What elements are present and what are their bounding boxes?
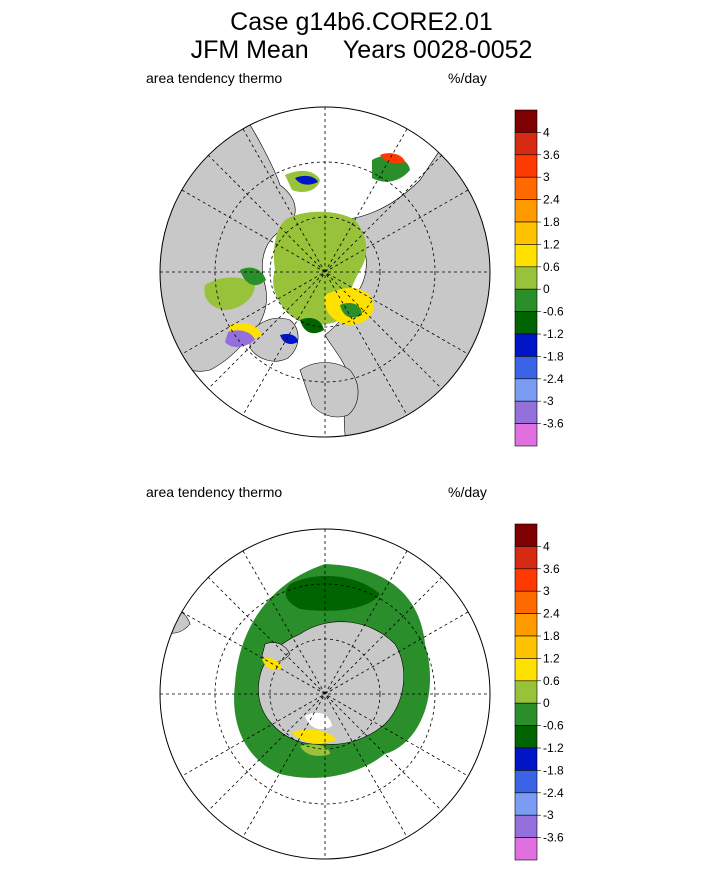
- colorbar-tick-label: 4: [543, 539, 550, 553]
- south-variable-label: area tendency thermo: [146, 484, 283, 500]
- colorbar-swatch: [514, 266, 538, 290]
- colorbar-swatch: [514, 747, 538, 771]
- colorbar-swatch: [514, 837, 538, 861]
- colorbar-swatch: [514, 378, 538, 402]
- colorbar-tick-label: -1.2: [543, 327, 564, 341]
- colorbar-tick-label: 3.6: [543, 562, 560, 576]
- colorbar-swatch: [514, 400, 538, 424]
- north-field-barents-green: [340, 303, 362, 318]
- colorbar-swatch: [514, 523, 538, 547]
- north-gridlines: [160, 107, 490, 437]
- north-field-okhotsk-edge: [380, 153, 405, 164]
- colorbar-tick-label: 3.6: [543, 148, 560, 162]
- south-field-weddell: [285, 575, 380, 611]
- colorbar-tick-label: -1.2: [543, 741, 564, 755]
- colorbar-tick-label: 1.2: [543, 237, 560, 251]
- chart-subtitle: JFM Mean Years 0028-0052: [190, 36, 533, 64]
- colorbar-tick-label: -3: [543, 808, 554, 822]
- colorbar-tick-label: -1.8: [543, 349, 564, 363]
- south-field-ross-light: [300, 744, 330, 756]
- colorbar-tick-label: -3.6: [543, 417, 564, 431]
- colorbar-swatch: [514, 702, 538, 726]
- colorbar-swatch: [514, 221, 538, 245]
- north-colorbar: 4 3.6 3 2.4 1.8 1.2 0.6 0 -0.6 -1.2 -1.8 -2.4 -3 -3.6: [514, 109, 564, 447]
- colorbar-swatch: [514, 725, 538, 749]
- colorbar-tick-label: 1.8: [543, 215, 560, 229]
- north-field-greenland-sea: [300, 318, 324, 334]
- colorbar-swatch: [514, 546, 538, 570]
- colorbar-tick-label: -2.4: [543, 372, 564, 386]
- chart-title: Case g14b6.CORE2.01: [230, 8, 493, 36]
- colorbar-tick-label: 3: [543, 170, 550, 184]
- south-units-label: %/day: [448, 484, 487, 500]
- colorbar-tick-label: 2.4: [543, 193, 560, 207]
- colorbar-swatch: [514, 356, 538, 380]
- colorbar-tick-label: 0: [543, 282, 550, 296]
- colorbar-swatch: [514, 311, 538, 335]
- south-colorbar: 4 3.6 3 2.4 1.8 1.2 0.6 0 -0.6 -1.2 -1.8 -2.4 -3 -3.6: [514, 523, 564, 861]
- south-gridlines: [160, 529, 490, 859]
- colorbar-swatch: [514, 132, 538, 156]
- colorbar-tick-label: 4: [543, 125, 550, 139]
- colorbar-tick-label: -1.8: [543, 763, 564, 777]
- colorbar-tick-label: -0.6: [543, 719, 564, 733]
- south-panel: area tendency thermo %/day: [0, 484, 723, 884]
- colorbar-tick-label: 1.8: [543, 629, 560, 643]
- north-map: 4 3.6 3 2.4 1.8 1.2 0.6 0 -0.6 -1.2 -1.8 -2.4 -3 -3.6: [159, 106, 564, 447]
- colorbar-swatch: [514, 814, 538, 838]
- colorbar-swatch: [514, 154, 538, 178]
- colorbar-swatch: [514, 770, 538, 794]
- colorbar-swatch: [514, 613, 538, 637]
- colorbar-swatch: [514, 792, 538, 816]
- colorbar-swatch: [514, 176, 538, 200]
- colorbar-swatch: [514, 658, 538, 682]
- colorbar-swatch: [514, 635, 538, 659]
- north-variable-label: area tendency thermo: [146, 70, 283, 86]
- colorbar-tick-label: 0.6: [543, 674, 560, 688]
- colorbar-tick-label: 0: [543, 696, 550, 710]
- colorbar-swatch: [514, 590, 538, 614]
- north-panel: area tendency thermo %/day: [0, 70, 723, 470]
- colorbar-tick-label: 3: [543, 584, 550, 598]
- colorbar-tick-label: 0.6: [543, 260, 560, 274]
- north-field-neg2: [280, 333, 298, 344]
- colorbar-tick-label: -3.6: [543, 831, 564, 845]
- colorbar-swatch: [514, 680, 538, 704]
- colorbar-tick-label: -0.6: [543, 305, 564, 319]
- colorbar-swatch: [514, 199, 538, 223]
- north-field-hudson: [204, 277, 255, 310]
- colorbar-tick-label: -3: [543, 394, 554, 408]
- north-field-labrador-neg: [225, 330, 255, 348]
- colorbar-swatch: [514, 288, 538, 312]
- north-land-scandinavia: [299, 362, 359, 418]
- north-field-bering-neg: [295, 175, 318, 185]
- colorbar-swatch: [514, 109, 538, 133]
- colorbar-tick-label: 2.4: [543, 607, 560, 621]
- colorbar-tick-label: 1.2: [543, 651, 560, 665]
- colorbar-swatch: [514, 244, 538, 268]
- south-map: 4 3.6 3 2.4 1.8 1.2 0.6 0 -0.6 -1.2 -1.8 -2.4 -3 -3.6: [159, 523, 564, 861]
- colorbar-tick-label: -2.4: [543, 786, 564, 800]
- north-units-label: %/day: [448, 70, 487, 86]
- colorbar-swatch: [514, 423, 538, 447]
- colorbar-swatch: [514, 333, 538, 357]
- colorbar-swatch: [514, 568, 538, 592]
